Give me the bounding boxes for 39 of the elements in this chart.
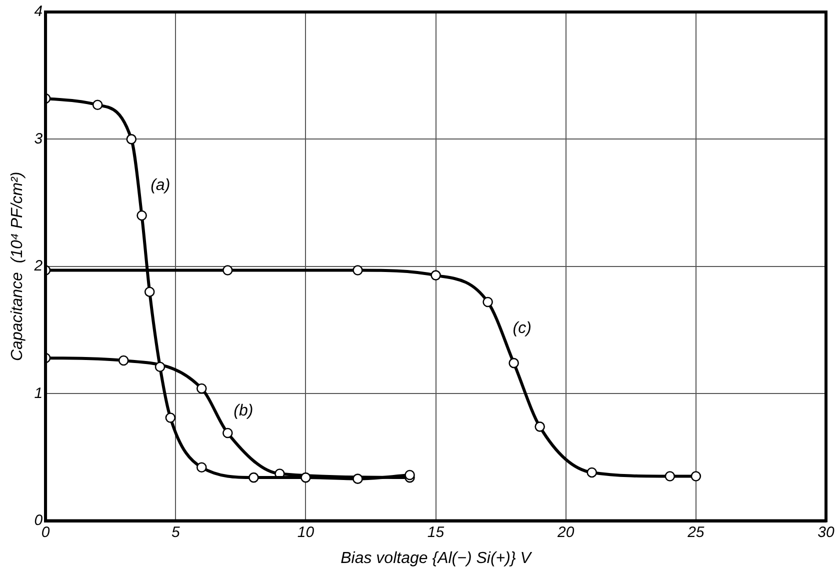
point <box>534 422 545 432</box>
point <box>352 474 363 484</box>
y-tick-label: 2 <box>33 258 44 275</box>
x-axis-title: Bias voltage {Al(−) Si(+)} V <box>340 550 532 567</box>
series-label: (a) <box>150 176 170 194</box>
point <box>586 467 598 478</box>
point <box>222 428 233 438</box>
point <box>482 296 493 308</box>
point <box>126 134 137 144</box>
x-tick-label: 15 <box>427 524 445 541</box>
y-axis-title: Capacitance (10⁴ PF/cm²) <box>9 172 26 362</box>
x-tick-label: 10 <box>297 524 315 541</box>
point <box>248 472 259 483</box>
series-label: (b) <box>234 402 254 420</box>
point <box>508 358 519 368</box>
y-tick-label: 4 <box>34 3 43 20</box>
point <box>154 362 166 372</box>
point <box>430 270 441 280</box>
series-label: (c) <box>512 320 532 337</box>
point <box>136 210 147 221</box>
point <box>196 383 207 394</box>
point <box>690 471 702 482</box>
point <box>92 100 103 110</box>
point <box>165 412 176 423</box>
x-tick-label: 30 <box>818 524 835 541</box>
x-tick-label: 5 <box>171 524 180 541</box>
y-tick-label: 3 <box>34 130 44 148</box>
point <box>664 471 676 482</box>
point <box>118 355 129 366</box>
point <box>222 265 233 276</box>
y-tick-label: 0 <box>34 512 44 529</box>
x-tick-label: 20 <box>556 524 575 541</box>
y-tick-label: 1 <box>34 384 43 402</box>
point <box>144 286 155 297</box>
point <box>300 472 311 483</box>
point <box>404 470 415 480</box>
x-tick-label: 25 <box>686 524 705 541</box>
point <box>352 265 363 276</box>
point <box>196 462 207 473</box>
